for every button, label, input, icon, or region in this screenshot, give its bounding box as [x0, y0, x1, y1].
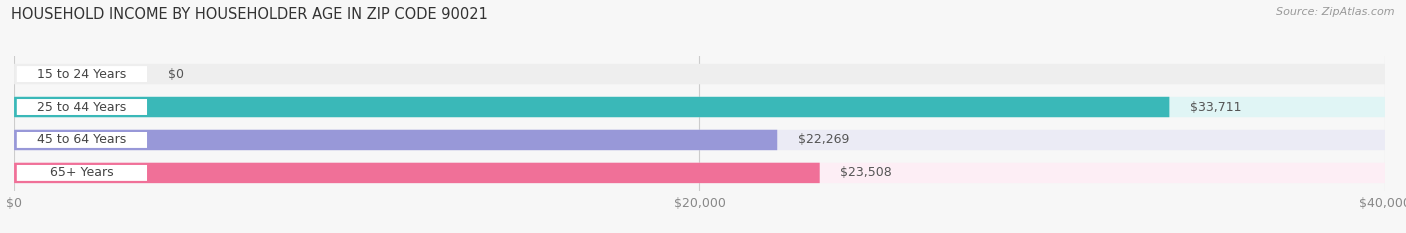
FancyBboxPatch shape: [14, 130, 778, 150]
FancyBboxPatch shape: [17, 99, 148, 115]
Text: $22,269: $22,269: [797, 134, 849, 147]
Text: $33,711: $33,711: [1189, 100, 1241, 113]
Text: HOUSEHOLD INCOME BY HOUSEHOLDER AGE IN ZIP CODE 90021: HOUSEHOLD INCOME BY HOUSEHOLDER AGE IN Z…: [11, 7, 488, 22]
Text: $0: $0: [167, 68, 184, 81]
FancyBboxPatch shape: [14, 64, 1385, 84]
Text: 15 to 24 Years: 15 to 24 Years: [38, 68, 127, 81]
Text: 25 to 44 Years: 25 to 44 Years: [38, 100, 127, 113]
FancyBboxPatch shape: [14, 130, 1385, 150]
Text: Source: ZipAtlas.com: Source: ZipAtlas.com: [1277, 7, 1395, 17]
FancyBboxPatch shape: [14, 163, 820, 183]
FancyBboxPatch shape: [17, 66, 148, 82]
FancyBboxPatch shape: [17, 165, 148, 181]
Text: 45 to 64 Years: 45 to 64 Years: [38, 134, 127, 147]
FancyBboxPatch shape: [14, 163, 1385, 183]
Text: 65+ Years: 65+ Years: [51, 166, 114, 179]
FancyBboxPatch shape: [14, 97, 1385, 117]
FancyBboxPatch shape: [17, 132, 148, 148]
FancyBboxPatch shape: [14, 97, 1170, 117]
Text: $23,508: $23,508: [841, 166, 891, 179]
